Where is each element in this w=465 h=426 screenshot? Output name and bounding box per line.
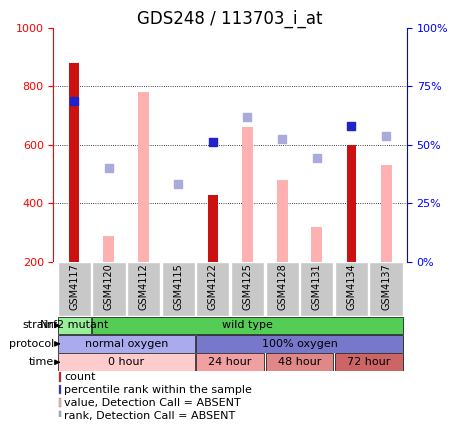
Text: GSM4120: GSM4120 bbox=[104, 264, 114, 310]
Text: GSM4134: GSM4134 bbox=[346, 264, 357, 310]
Bar bbox=[266, 354, 333, 371]
Text: GSM4117: GSM4117 bbox=[69, 264, 79, 310]
Point bbox=[348, 122, 355, 129]
Text: strain: strain bbox=[22, 320, 54, 331]
Bar bbox=[69, 63, 79, 262]
Bar bbox=[277, 180, 288, 262]
Point bbox=[244, 114, 251, 121]
Bar bbox=[58, 335, 195, 353]
Text: wild type: wild type bbox=[222, 320, 273, 331]
Bar bbox=[58, 354, 195, 371]
Bar bbox=[138, 92, 149, 262]
Point bbox=[209, 138, 217, 145]
Point bbox=[71, 98, 78, 104]
Text: GSM4112: GSM4112 bbox=[139, 264, 148, 310]
Bar bbox=[92, 317, 403, 334]
Point bbox=[105, 165, 113, 172]
Bar bbox=[335, 354, 403, 371]
Point bbox=[174, 181, 182, 188]
Text: 100% oxygen: 100% oxygen bbox=[261, 339, 338, 349]
Bar bbox=[103, 236, 114, 262]
Bar bbox=[335, 262, 368, 316]
Text: GSM4131: GSM4131 bbox=[312, 264, 322, 310]
Text: 24 hour: 24 hour bbox=[208, 357, 252, 367]
Text: GSM4125: GSM4125 bbox=[243, 264, 252, 311]
Bar bbox=[92, 262, 126, 316]
Text: GSM4122: GSM4122 bbox=[208, 264, 218, 311]
Text: percentile rank within the sample: percentile rank within the sample bbox=[64, 385, 252, 395]
Text: count: count bbox=[64, 372, 96, 382]
Bar bbox=[161, 262, 195, 316]
Bar bbox=[231, 262, 264, 316]
Text: time: time bbox=[29, 357, 54, 367]
Text: 0 hour: 0 hour bbox=[108, 357, 144, 367]
Bar bbox=[58, 317, 91, 334]
Text: value, Detection Call = ABSENT: value, Detection Call = ABSENT bbox=[64, 398, 241, 408]
Bar bbox=[346, 145, 356, 262]
Text: 72 hour: 72 hour bbox=[347, 357, 391, 367]
Text: normal oxygen: normal oxygen bbox=[85, 339, 168, 349]
Text: 48 hour: 48 hour bbox=[278, 357, 321, 367]
Text: Nrf2 mutant: Nrf2 mutant bbox=[40, 320, 108, 331]
Bar bbox=[242, 127, 253, 262]
Bar bbox=[196, 335, 403, 353]
Bar bbox=[59, 372, 61, 382]
Bar bbox=[59, 411, 61, 420]
Bar bbox=[59, 398, 61, 407]
Point bbox=[382, 132, 390, 139]
Bar bbox=[58, 262, 91, 316]
Text: GSM4128: GSM4128 bbox=[277, 264, 287, 310]
Text: rank, Detection Call = ABSENT: rank, Detection Call = ABSENT bbox=[64, 411, 235, 420]
Point bbox=[313, 155, 320, 161]
Bar bbox=[127, 262, 160, 316]
Bar bbox=[370, 262, 403, 316]
Bar bbox=[196, 262, 230, 316]
Point bbox=[279, 135, 286, 142]
Title: GDS248 / 113703_i_at: GDS248 / 113703_i_at bbox=[138, 9, 323, 28]
Text: protocol: protocol bbox=[9, 339, 54, 349]
Bar bbox=[208, 195, 218, 262]
Bar bbox=[300, 262, 333, 316]
Text: GSM4137: GSM4137 bbox=[381, 264, 391, 310]
Bar bbox=[380, 165, 392, 262]
Text: GSM4115: GSM4115 bbox=[173, 264, 183, 310]
Bar bbox=[311, 227, 322, 262]
Bar bbox=[196, 354, 264, 371]
Bar bbox=[266, 262, 299, 316]
Bar bbox=[59, 385, 61, 394]
